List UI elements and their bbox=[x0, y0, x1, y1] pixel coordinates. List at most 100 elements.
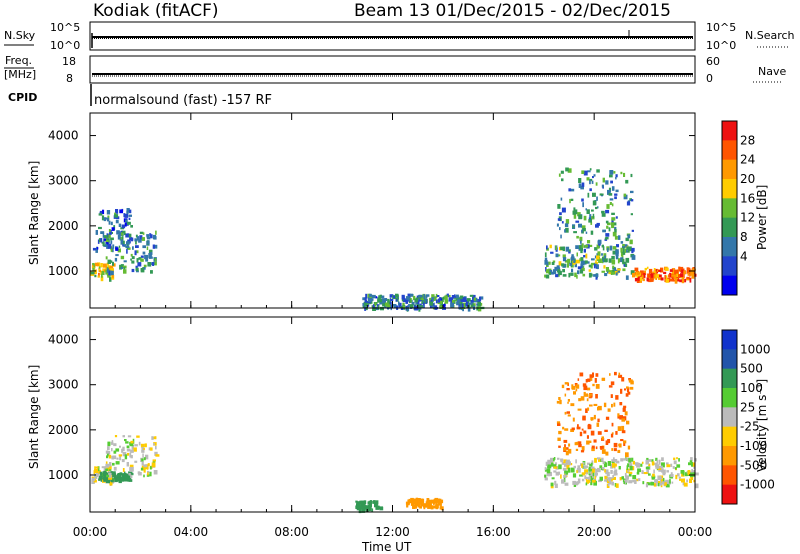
echo-cell bbox=[379, 301, 384, 305]
echo-cell bbox=[644, 267, 648, 271]
echo-cell bbox=[666, 470, 669, 473]
echo-cell bbox=[554, 266, 558, 271]
echo-cell bbox=[478, 302, 480, 305]
echo-cell bbox=[94, 262, 99, 266]
echo-cell bbox=[605, 267, 609, 272]
velocity-colorbar-tick: 1000 bbox=[740, 342, 771, 356]
echo-cell bbox=[626, 386, 629, 389]
echo-cell bbox=[642, 481, 645, 485]
echo-cell bbox=[143, 457, 146, 461]
echo-cell bbox=[611, 422, 614, 427]
echo-cell bbox=[415, 301, 419, 305]
echo-cell bbox=[118, 245, 121, 248]
echo-cell bbox=[100, 231, 105, 234]
echo-cell bbox=[636, 277, 640, 281]
echo-cell bbox=[461, 303, 464, 309]
echo-cell bbox=[129, 472, 134, 476]
echo-cell bbox=[116, 216, 120, 220]
echo-cell bbox=[575, 220, 580, 223]
echo-cell bbox=[611, 459, 614, 462]
echo-cell bbox=[580, 450, 585, 453]
echo-cell bbox=[581, 182, 585, 187]
echo-cell bbox=[372, 500, 375, 504]
velocity-colorbar-tick: -25 bbox=[740, 420, 760, 434]
echo-cell bbox=[95, 470, 100, 476]
echo-cell bbox=[576, 259, 580, 264]
echo-cell bbox=[620, 257, 624, 263]
echo-cell bbox=[617, 268, 621, 271]
echo-cell bbox=[561, 479, 565, 484]
echo-cell bbox=[105, 461, 108, 464]
echo-cell bbox=[141, 237, 145, 241]
echo-cell bbox=[119, 264, 122, 270]
echo-cell bbox=[544, 257, 548, 262]
echo-cell bbox=[587, 240, 591, 244]
echo-cell bbox=[605, 180, 609, 185]
colorbar-swatch bbox=[722, 140, 737, 161]
echo-cell bbox=[689, 460, 693, 463]
echo-cell bbox=[124, 222, 127, 227]
echo-cell bbox=[611, 432, 614, 435]
echo-cell bbox=[106, 210, 111, 215]
echo-cell bbox=[613, 471, 616, 476]
echo-cell bbox=[409, 293, 414, 297]
echo-cell bbox=[111, 227, 115, 231]
echo-cell bbox=[598, 239, 602, 244]
echo-cell bbox=[615, 431, 618, 435]
echo-cell bbox=[575, 448, 579, 451]
echo-cell bbox=[583, 248, 586, 253]
echo-cell bbox=[574, 263, 577, 268]
echo-cell bbox=[590, 262, 595, 266]
freq-label-top: Freq. bbox=[5, 54, 32, 67]
echo-cell bbox=[609, 174, 613, 178]
echo-cell bbox=[658, 269, 662, 272]
echo-cell bbox=[98, 213, 103, 216]
echo-cell bbox=[611, 222, 615, 227]
echo-cell bbox=[581, 245, 583, 251]
echo-cell bbox=[466, 298, 471, 302]
echo-cell bbox=[576, 235, 579, 239]
echo-cell bbox=[552, 458, 555, 462]
echo-cell bbox=[120, 476, 124, 480]
echo-cell bbox=[379, 298, 382, 303]
echo-cell bbox=[450, 302, 454, 308]
echo-cell bbox=[636, 471, 640, 475]
echo-cell bbox=[653, 483, 657, 487]
echo-cell bbox=[588, 217, 593, 221]
echo-cell bbox=[586, 398, 589, 402]
echo-cell bbox=[596, 422, 600, 427]
echo-cell bbox=[589, 168, 592, 171]
echo-cell bbox=[575, 245, 579, 249]
echo-cell bbox=[615, 460, 620, 464]
echo-cell bbox=[557, 423, 561, 426]
echo-cell bbox=[418, 503, 421, 508]
echo-cell bbox=[459, 295, 464, 300]
echo-cell bbox=[595, 206, 598, 210]
echo-cell bbox=[121, 232, 124, 236]
echo-cell bbox=[142, 232, 145, 235]
echo-cell bbox=[546, 468, 551, 474]
velocity-colorbar: 1000 500 100 25 -25 -100 -500 -1000 bbox=[721, 329, 775, 505]
echo-cell bbox=[607, 222, 611, 226]
echo-cell bbox=[470, 299, 475, 303]
echo-cell bbox=[546, 261, 549, 266]
echo-cell bbox=[102, 233, 105, 238]
echo-cell bbox=[106, 233, 111, 238]
echo-cell bbox=[128, 247, 131, 250]
echo-cell bbox=[414, 502, 417, 507]
echo-cell bbox=[150, 447, 153, 451]
echo-cell bbox=[628, 480, 633, 484]
echo-cell bbox=[368, 298, 372, 302]
echo-cell bbox=[601, 457, 604, 462]
echo-cell bbox=[578, 248, 582, 251]
echo-cell bbox=[608, 270, 611, 273]
echo-cell bbox=[676, 275, 679, 280]
echo-cell bbox=[94, 469, 99, 473]
echo-cell bbox=[586, 440, 590, 445]
echo-cell bbox=[148, 253, 152, 258]
echo-cell bbox=[367, 501, 370, 505]
echo-cell bbox=[627, 391, 631, 395]
echo-cell bbox=[592, 200, 597, 206]
echo-cell bbox=[625, 393, 629, 397]
echo-cell bbox=[429, 297, 431, 303]
